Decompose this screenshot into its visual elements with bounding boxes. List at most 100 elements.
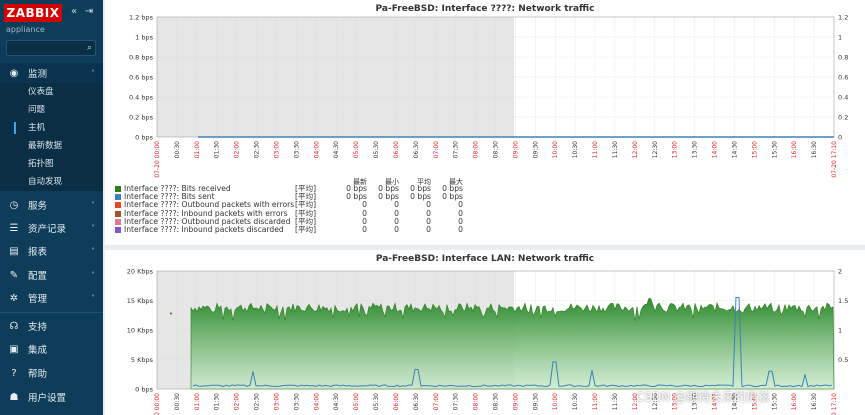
- footer-item-1[interactable]: ▣ 集成: [0, 339, 103, 359]
- sidebar-item-4[interactable]: ✎ 配置 ˅: [0, 265, 103, 285]
- x-tick-label: 13:30: [692, 393, 699, 410]
- legend-function: [平均]: [295, 216, 317, 226]
- sidebar-item-5[interactable]: ✲ 管理 ˅: [0, 288, 103, 308]
- graph-1-canvas[interactable]: 0 bps 0.2 bps 0.4 bps 0.6 bps 0.8 bps 1 bps 1.…: [105, 0, 865, 185]
- x-tick-label: 00:30: [174, 141, 181, 158]
- graph-grid: [156, 16, 835, 138]
- legend-value: 0: [362, 208, 367, 218]
- x-tick-label: 05:00: [353, 393, 360, 410]
- legend-name: Interface ????: Outbound packets discard…: [124, 216, 291, 226]
- x-tick-label: 11:00: [592, 141, 599, 158]
- sidebar-divider: [0, 312, 103, 313]
- x-tick-label: 03:30: [293, 393, 300, 410]
- y-tick-label: 0.4 bps: [129, 94, 154, 102]
- legend-function: [平均]: [295, 192, 317, 202]
- y-tick-label: 10 Kbps: [127, 327, 154, 335]
- legend-value: 0: [458, 200, 463, 210]
- footer-item-3[interactable]: ☗ 用户设置: [0, 387, 103, 407]
- x-tick-label: 10:00: [552, 141, 559, 158]
- y-tick-label: 15 Kbps: [127, 297, 154, 305]
- x-tick-label: 10:30: [572, 393, 579, 410]
- y-tick-label-right: 0.2: [838, 114, 848, 122]
- graph-2-title: Pa-FreeBSD: Interface LAN: Network traff…: [375, 254, 595, 264]
- graph-1-title: Pa-FreeBSD: Interface ????: Network traf…: [375, 4, 595, 14]
- submenu-item-1[interactable]: 问题: [28, 105, 46, 115]
- x-tick-label: 02:30: [254, 141, 261, 158]
- sidebar-item-3[interactable]: ▤ 报表 ˅: [0, 241, 103, 261]
- legend-value: 0 bps: [410, 184, 431, 193]
- sidebar-item-label: 管理: [28, 294, 48, 305]
- search-input[interactable]: [7, 47, 79, 61]
- footer-item-0[interactable]: ☊ 支持: [0, 316, 103, 336]
- x-tick-label: 03:30: [293, 141, 300, 158]
- y-tick-label-right: 1: [838, 34, 842, 42]
- x-tick-label: 13:00: [672, 141, 679, 158]
- legend-swatch: [115, 186, 121, 192]
- main-content: Pa-FreeBSD: Interface ????: Network traf…: [103, 0, 865, 415]
- x-tick-label: 12:00: [632, 141, 639, 158]
- footer-item-label: 帮助: [28, 369, 48, 380]
- sidebar-item-1[interactable]: ◷ 服务 ˅: [0, 195, 103, 215]
- submenu-item-0[interactable]: 仪表盘: [28, 87, 54, 97]
- legend-name: Interface ????: Inbound packets with err…: [124, 208, 288, 218]
- y-tick-label-right: 0.8: [838, 54, 848, 62]
- x-tick-label: 04:30: [333, 393, 340, 410]
- zabbix-logo[interactable]: ZABBIX: [4, 4, 62, 22]
- x-tick-label: 09:00: [512, 393, 519, 410]
- y-tick-label: 1.2 bps: [129, 14, 154, 22]
- y-tick-label-right: 1.2: [838, 14, 848, 22]
- x-tick-label: 04:00: [313, 141, 320, 158]
- x-tick-label: 12:00: [632, 393, 639, 410]
- sidebar-item-0[interactable]: ◉ 监测 ˄: [0, 63, 103, 83]
- legend-function: [平均]: [295, 224, 317, 234]
- footer-item-label: 支持: [28, 322, 48, 333]
- legend-row: Interface ????: Outbound packets discard…: [115, 216, 463, 226]
- search-icon[interactable]: ⌕: [86, 43, 92, 53]
- x-tick-label: 15:30: [771, 141, 778, 158]
- chevron-up-icon: ˄: [91, 68, 95, 78]
- legend-value: 0 bps: [378, 192, 399, 202]
- x-tick-label: 13:30: [692, 141, 699, 158]
- legend-value: 0: [394, 208, 399, 218]
- footer-item-label: 用户设置: [28, 393, 67, 404]
- collapse-sidebar-icon[interactable]: «: [70, 6, 78, 17]
- x-tick-label: 14:30: [731, 393, 738, 410]
- x-tick-label: 13:00: [672, 393, 679, 410]
- sidebar-item-2[interactable]: ☰ 资产记录 ˅: [0, 218, 103, 238]
- y-tick-label: 1 bps: [135, 34, 153, 42]
- submenu-item-5[interactable]: 自动发现: [28, 177, 63, 187]
- submenu-item-4[interactable]: 拓扑图: [28, 159, 54, 169]
- submenu-item-2[interactable]: 主机: [0, 119, 103, 137]
- x-tick-label: 10:00: [552, 393, 559, 410]
- x-tick-label: 15:00: [751, 393, 758, 410]
- chevron-down-icon: ˅: [91, 223, 95, 233]
- x-tick-label: 09:30: [532, 141, 539, 158]
- legend-value: 0: [458, 216, 463, 226]
- watermark: CSDN @期待未来的男孩: [636, 390, 771, 404]
- y-tick-label: 0.2 bps: [129, 114, 154, 122]
- search-box: ⌕: [6, 40, 96, 61]
- chevron-down-icon: ˅: [91, 270, 95, 280]
- x-tick-label: 10:30: [572, 141, 579, 158]
- x-tick-label: 08:30: [493, 393, 500, 410]
- x-tick-label: 07-20 17:10: [831, 141, 838, 178]
- submenu-item-3[interactable]: 最新数据: [28, 141, 63, 151]
- legend-name: Interface ????: Bits received: [124, 184, 231, 193]
- footer-item-2[interactable]: ? 帮助: [0, 363, 103, 383]
- sidebar-item-label: 配置: [28, 271, 48, 282]
- legend-value: 0 bps: [378, 184, 399, 193]
- y-tick-label: 5 Kbps: [131, 356, 154, 364]
- x-tick-label: 16:30: [811, 393, 818, 410]
- sidebar-item-label: 服务: [28, 201, 48, 212]
- x-tick-label: 16:30: [811, 141, 818, 158]
- legend-value: 0: [458, 208, 463, 218]
- x-tick-label: 01:00: [194, 141, 201, 158]
- x-tick-label: 07-20 17:10: [831, 393, 838, 415]
- x-tick-label: 02:30: [254, 393, 261, 410]
- kiosk-mode-icon[interactable]: ⇥: [84, 6, 94, 17]
- sidebar-item-label: 报表: [28, 247, 48, 258]
- x-tick-label: 14:00: [712, 141, 719, 158]
- clock-icon: ◷: [9, 199, 19, 211]
- graph-2-canvas[interactable]: 0 bps 5 Kbps 10 Kbps 15 Kbps 20 Kbps 0.5 1 1.5 2…: [105, 250, 865, 415]
